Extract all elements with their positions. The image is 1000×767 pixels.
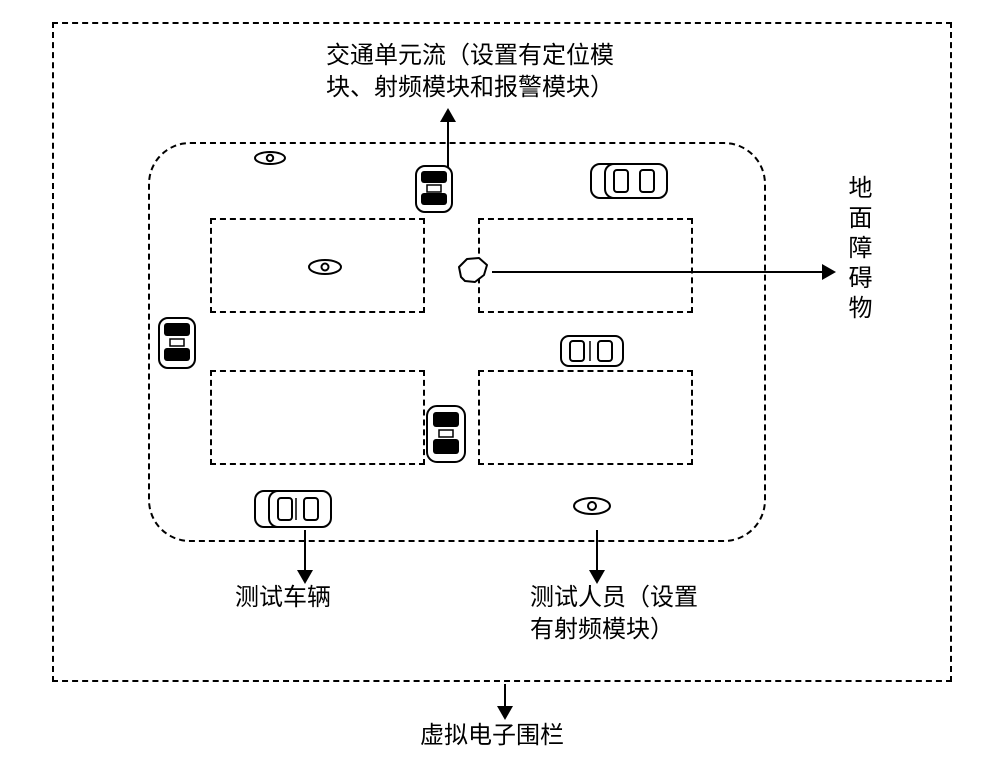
arrow-test-person-line xyxy=(596,530,598,572)
person-quad xyxy=(307,258,343,281)
person-top xyxy=(253,150,287,171)
block-bottom-left xyxy=(210,370,425,465)
block-top-right xyxy=(478,218,693,313)
road-loop xyxy=(148,142,766,542)
arrow-test-person-head xyxy=(589,570,605,584)
arrow-test-car-line xyxy=(304,530,306,572)
arrow-right-line xyxy=(492,271,824,273)
label-test-vehicle: 测试车辆 xyxy=(235,582,331,614)
car-bottom-left xyxy=(254,490,332,528)
diagram-stage: 交通单元流（设置有定位模 块、射频模块和报警模块） 地面障碍物 测试车辆 测试人… xyxy=(0,0,1000,767)
arrow-test-car-head xyxy=(297,570,313,584)
car-mid-right xyxy=(560,335,624,367)
label-ground-obstacle: 地面障碍物 xyxy=(845,175,869,325)
car-top-right xyxy=(590,163,668,199)
block-bottom-right xyxy=(478,370,693,465)
arrow-right-head xyxy=(822,264,836,280)
ground-obstacle xyxy=(455,255,491,290)
arrow-fence-head xyxy=(497,706,513,720)
arrow-top-head xyxy=(440,108,456,122)
arrow-fence-line xyxy=(504,684,506,708)
label-test-personnel: 测试人员（设置 有射频模块） xyxy=(530,582,698,647)
car-bottom-center xyxy=(426,405,466,463)
car-top-center xyxy=(415,165,453,213)
label-traffic-unit: 交通单元流（设置有定位模 块、射频模块和报警模块） xyxy=(270,40,670,105)
label-virtual-fence: 虚拟电子围栏 xyxy=(420,720,564,752)
car-left xyxy=(158,317,196,369)
person-bottom xyxy=(572,496,612,521)
